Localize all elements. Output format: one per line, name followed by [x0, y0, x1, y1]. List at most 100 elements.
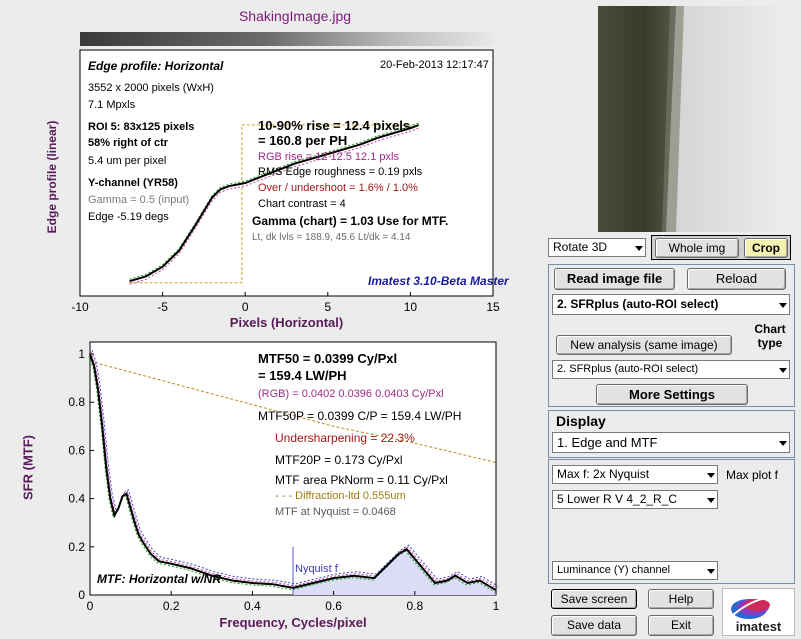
mode-select[interactable]: 2. SFRplus (auto-ROI select): [552, 294, 790, 315]
logo-swoosh-icon: [731, 595, 790, 619]
mtf20p-text: MTF20P = 0.173 Cy/Pxl: [275, 453, 403, 467]
mtf50p-text: MTF50P = 0.0399 C/P = 159.4 LW/PH: [258, 409, 462, 423]
roi-select-value: 5 Lower R V 4_2_R_C: [557, 492, 678, 506]
overshoot-text: Over / undershoot = 1.6% / 1.0%: [258, 182, 418, 194]
mtf-xtick-label: 0.8: [406, 599, 423, 613]
info-line-3: ROI 5: 83x125 pixels: [88, 121, 195, 133]
edge-profile-chart: -10 -5 0 5 10 15: [71, 32, 500, 314]
save-data-label: Save data: [566, 618, 622, 632]
help-button[interactable]: Help: [648, 589, 714, 609]
chart-type-label: Chart type: [754, 322, 786, 350]
whole-img-button[interactable]: Whole img: [655, 238, 739, 258]
logo-text: imatest: [735, 619, 782, 634]
mtf50-text: MTF50 = 0.0399 Cy/Pxl: [258, 351, 398, 366]
save-screen-button[interactable]: Save screen: [551, 589, 637, 609]
crop-button[interactable]: Crop: [744, 238, 788, 258]
chart-type-select[interactable]: 2. SFRplus (auto-ROI select): [552, 360, 790, 379]
rotate-select[interactable]: Rotate 3D: [548, 238, 646, 257]
mtf-y-series: [89, 353, 497, 592]
reload-button[interactable]: Reload: [687, 268, 786, 290]
help-label: Help: [668, 592, 694, 606]
edge-date: 20-Feb-2013 12:17:47: [380, 59, 489, 71]
undersharpening-text: Undersharpening = 22.3%: [275, 431, 415, 445]
channel-select[interactable]: Luminance (Y) channel: [552, 561, 718, 580]
mtf-area-text: MTF area PkNorm = 0.11 Cy/Pxl: [275, 473, 448, 487]
info-line-4: 58% right of ctr: [88, 137, 169, 149]
mode-select-value: 2. SFRplus (auto-ROI select): [557, 297, 719, 311]
mtf-ytick-label: 0: [78, 588, 85, 602]
reload-label: Reload: [715, 271, 758, 286]
channel-select-value: Luminance (Y) channel: [557, 564, 671, 576]
max-frequency-select-value: Max f: 2x Nyquist: [557, 467, 650, 481]
new-analysis-label: New analysis (same image): [570, 338, 718, 352]
read-image-button[interactable]: Read image file: [554, 268, 675, 290]
whole-img-label: Whole img: [668, 241, 726, 255]
display-label: Display: [556, 413, 606, 429]
save-screen-label: Save screen: [560, 592, 628, 606]
display-select[interactable]: 1. Edge and MTF: [552, 432, 790, 453]
mtf-xtick-label: 1: [493, 599, 500, 613]
chevron-down-icon: [707, 568, 715, 574]
edge-xtick-label: -5: [157, 300, 168, 314]
info-line-5: 5.4 um per pixel: [88, 155, 167, 167]
exit-button[interactable]: Exit: [648, 615, 714, 636]
edge-xtick-label: 15: [486, 300, 500, 314]
thumbnail-edge: [598, 6, 787, 232]
mtf-xtick-label: 0: [87, 599, 94, 613]
chevron-down-icon: [707, 472, 715, 478]
mtf-ylabel: SFR (MTF): [20, 435, 36, 500]
mtf-ytick-label: 1: [78, 347, 85, 361]
info-line-1: 3552 x 2000 pixels (WxH): [88, 82, 214, 94]
edge-panel-label: Edge profile: Horizontal: [88, 59, 224, 73]
read-image-label: Read image file: [566, 271, 663, 286]
new-analysis-button[interactable]: New analysis (same image): [556, 335, 732, 355]
info-line-2: 7.1 Mpxls: [88, 99, 136, 111]
display-panel: [548, 410, 795, 458]
rise-text-2: = 160.8 per PH: [258, 133, 348, 148]
roi-select[interactable]: 5 Lower R V 4_2_R_C: [552, 490, 718, 509]
rise-text-1: 10-90% rise = 12.4 pixels: [258, 118, 411, 133]
edge-gradient-strip: [80, 32, 493, 46]
edge-xtick-label: 10: [404, 300, 418, 314]
nyquist-label: Nyquist f: [295, 563, 338, 575]
rgb-mtf-text: (RGB) = 0.0402 0.0396 0.0403 Cy/Pxl: [258, 388, 444, 400]
mtf-ytick-label: 0.8: [68, 395, 85, 409]
chart-type-select-value: 2. SFRplus (auto-ROI select): [557, 363, 699, 375]
edge-green-series: [129, 122, 419, 280]
more-settings-button[interactable]: More Settings: [596, 384, 748, 405]
edge-red-series: [129, 127, 419, 285]
more-settings-label: More Settings: [629, 387, 715, 402]
mtf-panel-label: MTF: Horizontal w/NR: [97, 572, 221, 586]
max-frequency-select[interactable]: Max f: 2x Nyquist: [552, 465, 718, 484]
mtf-xtick-label: 0.6: [325, 599, 342, 613]
rotate-select-value: Rotate 3D: [553, 240, 608, 254]
image-thumbnail[interactable]: [598, 6, 787, 232]
chevron-down-icon: [779, 302, 787, 308]
imatest-logo: imatest: [722, 588, 795, 636]
mtf-ytick-label: 0.4: [68, 492, 85, 506]
diffraction-text: - - - Diffraction-ltd 0.555um: [275, 490, 406, 502]
levels-text: Lt, dk lvls = 188.9, 45.6 Lt/dk = 4.14: [252, 232, 411, 243]
chevron-down-icon: [635, 245, 643, 251]
rms-text: RMS Edge roughness = 0.19 pxls: [258, 166, 423, 178]
edge-xtick-label: 5: [324, 300, 331, 314]
edge-reference-line: [129, 124, 419, 284]
contrast-text: Chart contrast = 4: [258, 198, 346, 210]
info-line-6: Y-channel (YR58): [88, 177, 178, 189]
mtf-xlabel: Frequency, Cycles/pixel: [219, 615, 367, 630]
mtf-chart: 0 0.2 0.4 0.6 0.8 1 0 0.2 0.4 0.6 0.8 1: [68, 341, 500, 613]
edge-xtick-label: -10: [71, 300, 89, 314]
save-data-button[interactable]: Save data: [551, 615, 637, 636]
chevron-down-icon: [779, 367, 787, 373]
diffraction-legend-dash: - - -: [275, 490, 296, 502]
crop-label: Crop: [752, 241, 780, 255]
max-plot-label: Max plot f: [726, 468, 779, 482]
figure-title: ShakingImage.jpg: [238, 8, 352, 24]
edge-y-series: [129, 124, 420, 283]
mtf-xtick-label: 0.4: [244, 599, 261, 613]
options-panel: [548, 459, 795, 584]
diffraction-legend-label: Diffraction-ltd 0.555um: [295, 490, 406, 502]
mtf-xtick-label: 0.2: [163, 599, 180, 613]
lwph-text: = 159.4 LW/PH: [258, 368, 347, 383]
edge-xlabel: Pixels (Horizontal): [229, 315, 344, 330]
